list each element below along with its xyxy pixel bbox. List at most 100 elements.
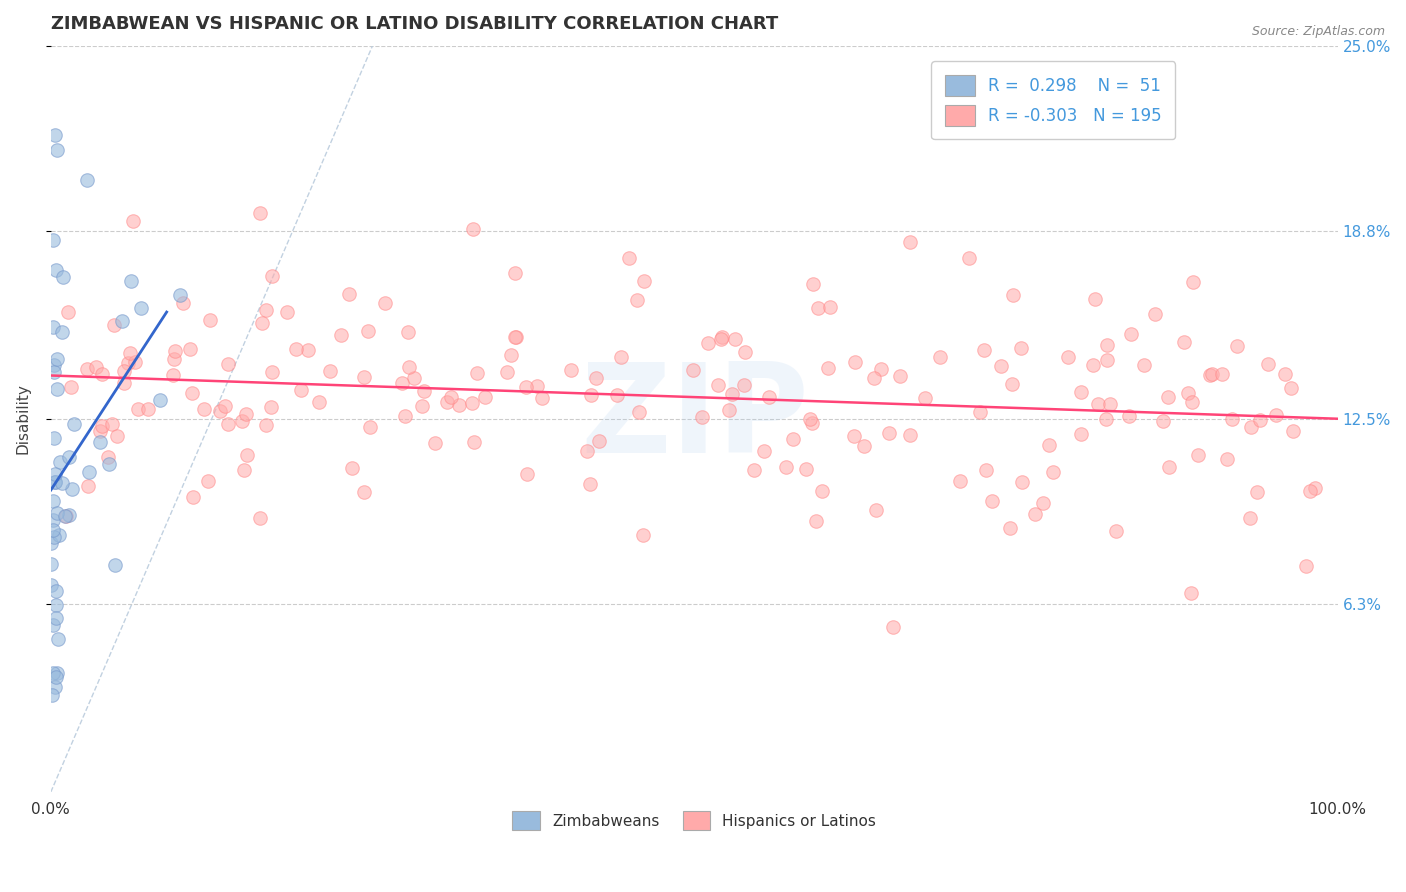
Point bbox=[1105, 524, 1128, 539]
Point bbox=[1119, 327, 1142, 342]
Point bbox=[44, 681, 66, 695]
Point bbox=[127, 401, 149, 416]
Point bbox=[45, 599, 67, 613]
Point bbox=[929, 351, 952, 365]
Point bbox=[758, 390, 780, 404]
Point bbox=[585, 370, 607, 384]
Point bbox=[742, 462, 765, 476]
Point bbox=[55, 509, 77, 524]
Point bbox=[1157, 390, 1180, 404]
Point bbox=[163, 344, 186, 359]
Point bbox=[48, 455, 70, 469]
Point bbox=[696, 336, 718, 351]
Point bbox=[44, 475, 66, 489]
Point bbox=[1095, 338, 1118, 352]
Point bbox=[231, 414, 253, 428]
Point bbox=[1220, 411, 1243, 425]
Point bbox=[46, 382, 69, 396]
Point bbox=[733, 378, 755, 392]
Point bbox=[801, 416, 824, 430]
Point bbox=[801, 277, 824, 291]
Point bbox=[91, 367, 114, 381]
Y-axis label: Disability: Disability bbox=[15, 384, 30, 454]
Point bbox=[46, 351, 69, 366]
Point bbox=[250, 316, 273, 330]
Point bbox=[41, 557, 63, 571]
Point bbox=[44, 475, 66, 489]
Point bbox=[411, 399, 433, 413]
Point bbox=[990, 359, 1012, 374]
Point bbox=[357, 325, 380, 339]
Point bbox=[342, 461, 364, 475]
Point bbox=[249, 510, 271, 524]
Point bbox=[197, 474, 219, 488]
Point bbox=[103, 318, 125, 332]
Point bbox=[633, 274, 655, 288]
Point bbox=[51, 476, 73, 491]
Point bbox=[461, 396, 484, 410]
Point bbox=[914, 391, 936, 405]
Point bbox=[949, 474, 972, 488]
Point bbox=[844, 355, 866, 369]
Point bbox=[290, 384, 312, 398]
Point bbox=[1180, 586, 1202, 600]
Point bbox=[112, 376, 135, 390]
Point bbox=[682, 362, 704, 376]
Point bbox=[260, 365, 283, 379]
Point bbox=[617, 251, 640, 265]
Point bbox=[969, 405, 991, 419]
Point bbox=[505, 329, 527, 343]
Point bbox=[1181, 275, 1204, 289]
Point bbox=[353, 369, 375, 384]
Point bbox=[1099, 397, 1122, 411]
Point bbox=[1001, 377, 1024, 392]
Point bbox=[297, 343, 319, 357]
Point bbox=[254, 302, 277, 317]
Point bbox=[404, 371, 426, 385]
Point bbox=[53, 508, 76, 523]
Point bbox=[1257, 357, 1279, 371]
Point bbox=[515, 380, 537, 394]
Point bbox=[45, 670, 67, 684]
Point bbox=[1282, 424, 1305, 438]
Point bbox=[76, 361, 98, 376]
Point bbox=[120, 274, 142, 288]
Point bbox=[276, 305, 298, 319]
Point bbox=[101, 417, 124, 431]
Point bbox=[41, 688, 63, 702]
Point bbox=[531, 391, 554, 405]
Point bbox=[110, 314, 132, 328]
Point bbox=[889, 368, 911, 383]
Point bbox=[1097, 352, 1119, 367]
Point bbox=[1211, 367, 1233, 381]
Point bbox=[46, 632, 69, 646]
Point bbox=[353, 484, 375, 499]
Point bbox=[1132, 359, 1154, 373]
Point bbox=[1226, 339, 1249, 353]
Legend: Zimbabweans, Hispanics or Latinos: Zimbabweans, Hispanics or Latinos bbox=[506, 805, 882, 837]
Point bbox=[89, 435, 111, 450]
Point bbox=[76, 478, 98, 492]
Point bbox=[804, 514, 827, 528]
Point bbox=[465, 366, 488, 380]
Point bbox=[463, 434, 485, 449]
Point bbox=[501, 348, 523, 362]
Point bbox=[627, 405, 650, 419]
Point bbox=[1011, 475, 1033, 489]
Point bbox=[980, 493, 1002, 508]
Point bbox=[853, 439, 876, 453]
Point bbox=[41, 618, 63, 632]
Point bbox=[1118, 409, 1140, 424]
Point bbox=[214, 399, 236, 413]
Point bbox=[606, 388, 628, 402]
Point bbox=[359, 420, 381, 434]
Point bbox=[41, 578, 63, 592]
Point bbox=[423, 436, 446, 450]
Point bbox=[63, 417, 86, 431]
Point bbox=[42, 233, 65, 247]
Point bbox=[974, 463, 997, 477]
Point bbox=[45, 583, 67, 598]
Point bbox=[217, 358, 239, 372]
Point bbox=[633, 527, 655, 541]
Point bbox=[44, 128, 66, 143]
